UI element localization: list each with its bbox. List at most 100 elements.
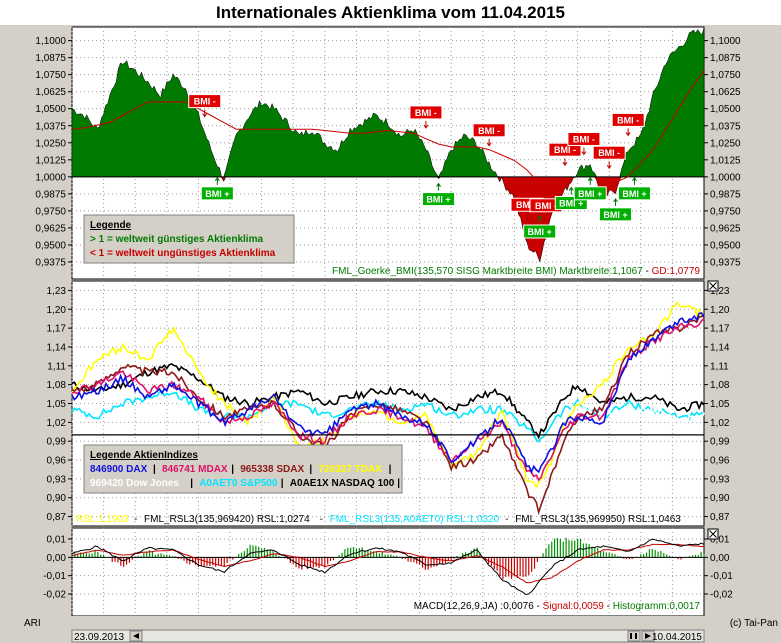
y-tick-label: 1,0500 (35, 104, 66, 115)
y-tick-label: 0,9375 (35, 257, 66, 268)
rsl-caption-item: FML_RSL3(135,969950) RSL:1,0463 (515, 514, 681, 525)
title-bar: Internationales Aktienklima vom 11.04.20… (0, 0, 781, 25)
rsl-legend-item: 965338 SDAX (240, 464, 304, 475)
arrow-down-icon (625, 128, 631, 137)
close-icon (709, 282, 717, 290)
y-tick-label: 1,0375 (710, 121, 741, 132)
rsl-series-line (71, 301, 705, 489)
bmi-plus-signal (573, 186, 607, 201)
y-tick-label: 0,01 (47, 535, 67, 546)
arrow-up-icon (613, 197, 618, 206)
rsl-legend-separator: | (231, 464, 234, 475)
y-tick-label: 1,20 (47, 305, 67, 316)
y-tick-label: 1,1000 (35, 36, 66, 47)
macd-caption-hist: Histogramm:0,0017 (613, 601, 701, 612)
rsl-caption-separator: - (505, 514, 508, 525)
rsl-legend-rows: 846900 DAX | 846741 MDAX | 965338 SDAX | 72032… (90, 464, 400, 489)
rsl-series-line (71, 312, 705, 474)
chart-canvas: BMI -BMI -BMI -BMI -BMI -BMI -BMI -BMI -… (0, 25, 781, 643)
y-tick-label: 0,00 (47, 553, 67, 564)
close-icon (709, 530, 717, 538)
y-tick-label: 0,9875 (710, 189, 741, 200)
bmi-minus-label: BMI - (415, 108, 437, 118)
rsl-caption-item: FML_RSL3(135,969420) RSL:1,0274 (144, 514, 310, 525)
y-tick-label: 0,9750 (35, 206, 66, 217)
rsl-close-button[interactable] (707, 280, 719, 292)
y-tick-label: 0,87 (710, 512, 730, 523)
rsl-caption-separator: - (134, 514, 137, 525)
pause-icon (630, 633, 637, 639)
rsl-legend-separator: | (389, 464, 392, 475)
y-tick-label: 1,11 (710, 361, 729, 372)
bmi-legend-line2: < 1 = weltweit ungünstiges Aktienklima (90, 248, 276, 259)
rsl-legend-separator: | (309, 464, 312, 475)
y-tick-label: 1,14 (47, 342, 67, 353)
bmi-plus-signal (422, 192, 456, 207)
bmi-plus-signal (617, 186, 651, 201)
arrow-up-icon (568, 186, 574, 195)
y-tick-label: 0,99 (710, 437, 730, 448)
bmi-minus-label: BMI - (554, 145, 576, 155)
bmi-plus-label: BMI + (578, 189, 602, 199)
bmi-plus-label: BMI + (603, 210, 627, 220)
macd-caption-main: MACD(12,26,9,JA) :0,0076 (414, 601, 534, 612)
y-tick-label: 1,0625 (710, 87, 741, 98)
rsl-legend-separator: | (397, 478, 400, 489)
y-tick-label: 1,05 (710, 399, 730, 410)
y-tick-label: -0,02 (43, 590, 66, 601)
arrow-up-icon (537, 215, 543, 223)
scrollbar[interactable]: 23.09.2013 10.04.2015 (71, 629, 705, 643)
scrollbar-track[interactable] (71, 629, 705, 643)
rsl-caption-item: FML_RSL3(135,A0AET0) RSL:1,0320 (330, 514, 500, 525)
bmi-caption-gd: GD:1,0779 (652, 266, 701, 277)
y-tick-label: 1,17 (710, 324, 730, 335)
y-tick-label: 0,9625 (710, 223, 741, 234)
y-tick-label: -0,01 (710, 571, 733, 582)
x-axis-bar (0, 616, 781, 630)
rsl-legend-item: 969420 Dow Jones (90, 478, 179, 489)
bmi-minus-signal (548, 142, 582, 157)
y-tick-label: 0,87 (47, 512, 67, 523)
y-tick-label: 0,01 (710, 535, 730, 546)
date-start: 23.09.2013 (74, 632, 124, 643)
bmi-minus-label: BMI - (573, 134, 595, 144)
rsl-legend-item: 720327 TDAX (318, 464, 382, 475)
rsl-caption-item: RSL:1,1903 (76, 514, 129, 525)
arrow-down-icon (562, 158, 568, 167)
rsl-caption-separator: - (320, 514, 323, 525)
bmi-minus-signal (409, 105, 443, 120)
y-tick-label: 1,0000 (710, 172, 741, 183)
macd-series-line (71, 538, 705, 596)
y-tick-label: 0,9750 (710, 206, 741, 217)
bmi-minus-label: BMI - (194, 97, 216, 107)
bmi-plus-signal (599, 207, 633, 222)
rsl-layer (71, 301, 705, 516)
bmi-minus-label: BMI - (535, 201, 557, 211)
pause-button[interactable] (627, 630, 641, 642)
arrow-left-icon (133, 633, 139, 639)
arrow-down-icon (486, 138, 492, 147)
y-tick-label: 1,0875 (35, 53, 66, 64)
y-tick-label: 1,0625 (35, 87, 66, 98)
y-tick-label: 1,0250 (35, 138, 66, 149)
arrow-right-icon (645, 633, 651, 639)
y-tick-label: 1,0750 (35, 70, 66, 81)
y-tick-label: 0,9375 (710, 257, 741, 268)
y-tick-label: -0,02 (710, 590, 733, 601)
y-tick-label: 0,00 (710, 553, 730, 564)
arrow-down-icon (524, 213, 530, 222)
y-tick-label: 1,11 (47, 361, 66, 372)
y-tick-label: 0,96 (47, 456, 67, 467)
y-tick-label: 1,0375 (35, 121, 66, 132)
rsl-legend-separator: | (153, 464, 156, 475)
page-title: Internationales Aktienklima vom 11.04.20… (216, 3, 565, 22)
macd-close-button[interactable] (707, 528, 719, 540)
arrow-down-icon (543, 213, 549, 222)
arrow-up-icon (632, 176, 637, 185)
arrow-down-icon (423, 120, 429, 129)
y-tick-label: 0,93 (710, 474, 730, 485)
rsl-series-line (71, 363, 705, 440)
macd-caption: MACD(12,26,9,JA) :0,0076 - Signal:0,0059… (414, 601, 701, 612)
y-tick-label: 1,23 (710, 286, 730, 297)
